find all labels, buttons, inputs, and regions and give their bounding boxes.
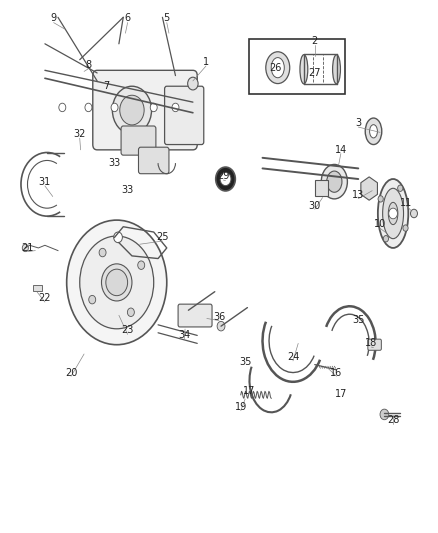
Text: 13: 13 [352,190,364,200]
Text: 33: 33 [109,158,121,168]
Text: 19: 19 [235,402,247,412]
Text: 25: 25 [156,232,169,243]
Ellipse shape [370,125,378,138]
Text: 26: 26 [269,63,282,72]
FancyBboxPatch shape [178,304,212,327]
Circle shape [111,103,118,112]
Text: 3: 3 [355,118,361,128]
Ellipse shape [383,188,403,239]
Ellipse shape [67,220,167,345]
Text: 21: 21 [21,243,34,253]
Circle shape [403,225,408,231]
Ellipse shape [327,171,342,192]
Text: 35: 35 [239,357,251,367]
Text: 34: 34 [178,330,190,341]
Text: 16: 16 [330,368,343,377]
Text: 29: 29 [217,172,230,181]
Circle shape [22,244,28,252]
Circle shape [410,209,417,217]
Circle shape [217,321,225,331]
Bar [250,38,345,94]
Text: 35: 35 [352,314,364,325]
Text: 30: 30 [309,200,321,211]
Text: 24: 24 [287,352,299,361]
Text: 1: 1 [203,58,209,67]
Text: 20: 20 [65,368,77,377]
Ellipse shape [378,179,408,248]
Text: 2: 2 [311,36,318,46]
Circle shape [59,103,66,112]
Circle shape [120,95,144,125]
Text: 17: 17 [243,386,256,396]
Circle shape [398,185,403,191]
FancyBboxPatch shape [93,70,197,150]
Text: 31: 31 [39,176,51,187]
Circle shape [172,103,179,112]
Ellipse shape [300,55,308,84]
Text: 27: 27 [308,68,321,78]
FancyBboxPatch shape [138,147,169,174]
FancyBboxPatch shape [368,339,381,350]
Ellipse shape [216,167,235,191]
Circle shape [138,261,145,269]
Circle shape [383,236,389,242]
FancyBboxPatch shape [121,126,156,155]
FancyBboxPatch shape [165,86,204,144]
Circle shape [106,269,127,296]
Text: 36: 36 [213,312,225,322]
Text: 8: 8 [85,60,92,70]
Circle shape [113,86,152,134]
Text: 7: 7 [103,81,109,91]
Text: 6: 6 [124,13,131,23]
Circle shape [389,208,397,219]
Circle shape [184,305,192,315]
Text: 23: 23 [121,325,134,335]
Text: 17: 17 [335,389,347,399]
Circle shape [150,103,157,112]
Ellipse shape [80,236,154,329]
Ellipse shape [271,58,284,78]
Circle shape [85,103,92,112]
Text: 28: 28 [387,415,399,425]
Ellipse shape [321,165,347,199]
Ellipse shape [389,203,398,224]
Circle shape [99,248,106,257]
Text: 11: 11 [400,198,412,208]
Circle shape [187,77,198,90]
Bar [33,285,42,292]
Circle shape [380,409,389,419]
Text: 32: 32 [74,129,86,139]
Text: 9: 9 [50,13,57,23]
Ellipse shape [266,52,290,84]
Circle shape [127,308,134,317]
Ellipse shape [365,118,382,144]
Text: 18: 18 [365,338,378,349]
Circle shape [378,196,383,202]
Circle shape [89,295,96,304]
Circle shape [114,232,122,243]
Text: 14: 14 [335,145,347,155]
Ellipse shape [102,264,132,301]
Ellipse shape [332,55,340,84]
Bar [315,180,328,196]
Text: 5: 5 [164,13,170,23]
Text: 22: 22 [39,293,51,303]
Ellipse shape [220,172,231,185]
Text: 10: 10 [374,219,386,229]
Text: 33: 33 [121,184,134,195]
